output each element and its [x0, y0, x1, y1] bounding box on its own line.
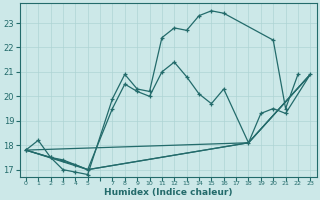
X-axis label: Humidex (Indice chaleur): Humidex (Indice chaleur) [104, 188, 232, 197]
